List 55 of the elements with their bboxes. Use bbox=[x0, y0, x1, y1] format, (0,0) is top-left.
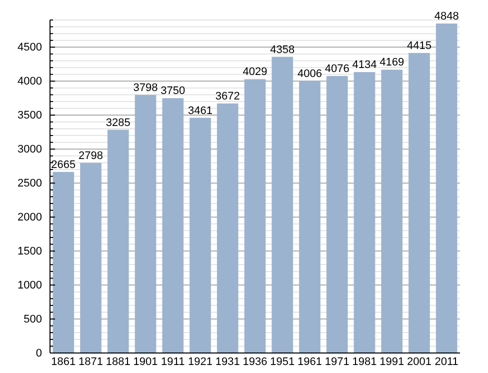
data-label: 4134 bbox=[352, 59, 377, 72]
y-tick-label: 2000 bbox=[18, 212, 42, 224]
data-label: 4169 bbox=[380, 56, 404, 69]
x-tick-label: 1921 bbox=[188, 356, 213, 368]
y-tick-label: 4500 bbox=[18, 42, 42, 54]
bar bbox=[190, 118, 211, 353]
bar bbox=[299, 80, 320, 353]
bar bbox=[162, 98, 184, 353]
y-tick-label: 3500 bbox=[18, 110, 42, 122]
x-tick-label: 1981 bbox=[352, 356, 377, 368]
data-label: 4848 bbox=[434, 10, 459, 23]
x-tick-label: 1931 bbox=[215, 356, 240, 368]
y-tick-label: 1500 bbox=[18, 246, 42, 258]
data-label: 3672 bbox=[215, 90, 240, 102]
bar bbox=[216, 103, 238, 353]
bar bbox=[80, 162, 102, 353]
x-tick-label: 1911 bbox=[161, 356, 185, 368]
data-label: 4006 bbox=[297, 68, 322, 80]
bar bbox=[354, 72, 376, 353]
bar bbox=[134, 94, 156, 353]
data-label: 3798 bbox=[133, 82, 158, 94]
y-tick-label: 3000 bbox=[18, 144, 42, 156]
data-label: 3461 bbox=[188, 104, 213, 117]
data-label: 3285 bbox=[106, 116, 130, 129]
data-label: 3750 bbox=[160, 85, 186, 98]
x-tick-label: 1951 bbox=[270, 356, 295, 368]
y-tick-label: 500 bbox=[24, 314, 42, 326]
x-tick-label: 1861 bbox=[51, 356, 76, 368]
x-tick-label: 2001 bbox=[406, 356, 432, 368]
bar bbox=[436, 24, 458, 353]
x-tick-label: 1936 bbox=[242, 356, 268, 368]
x-tick-label: 1991 bbox=[380, 356, 404, 368]
y-tick-label: 0 bbox=[36, 348, 42, 360]
bar bbox=[52, 172, 74, 353]
x-tick-label: 1971 bbox=[324, 356, 350, 368]
x-tick-label: 1881 bbox=[106, 356, 130, 368]
bar bbox=[272, 56, 294, 353]
bar bbox=[381, 70, 403, 353]
y-tick-label: 4000 bbox=[18, 76, 42, 88]
bar bbox=[408, 52, 430, 353]
y-tick-label: 1000 bbox=[18, 280, 42, 292]
x-tick-label: 1901 bbox=[133, 356, 158, 368]
x-tick-label: 1871 bbox=[78, 356, 104, 368]
data-label: 2665 bbox=[51, 158, 76, 171]
bar bbox=[244, 79, 266, 353]
x-tick-label: 2011 bbox=[434, 356, 458, 368]
data-label: 4415 bbox=[406, 40, 432, 52]
data-label: 2798 bbox=[78, 150, 104, 162]
y-tick-label: 2500 bbox=[18, 178, 42, 190]
data-label: 4358 bbox=[270, 44, 295, 56]
bar bbox=[326, 76, 348, 353]
data-label: 4029 bbox=[242, 66, 268, 78]
x-tick-label: 1961 bbox=[297, 356, 322, 368]
bar bbox=[107, 130, 129, 353]
data-label: 4076 bbox=[324, 63, 350, 75]
